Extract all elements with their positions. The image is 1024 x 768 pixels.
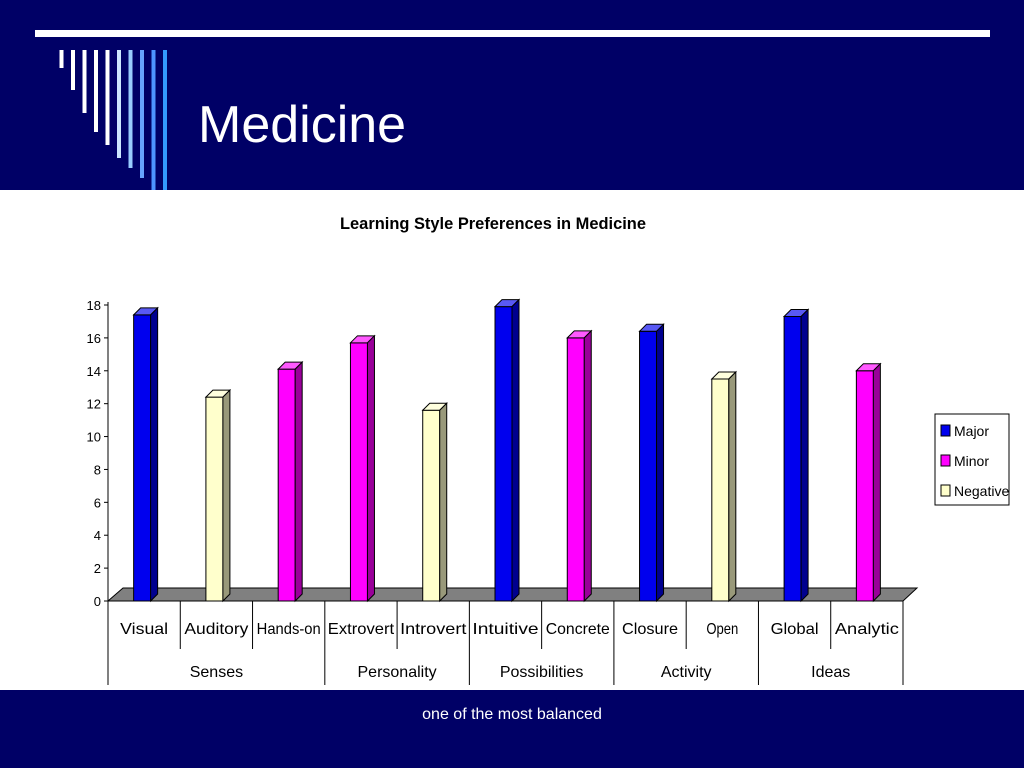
y-tick-label: 4 (94, 528, 101, 543)
legend-swatch-major (940, 424, 951, 437)
bar-front (494, 306, 513, 602)
stripe (71, 50, 75, 90)
legend-label-minor: Minor (954, 453, 989, 469)
legend-swatch-minor (940, 454, 951, 467)
bar-side (511, 298, 520, 603)
category-axis: Visual Auditory Hands-on Extrovert Introvert… (107, 601, 904, 685)
footer-note: one of the most balanced (422, 706, 602, 723)
category-label: Auditory (184, 621, 248, 638)
y-axis: 0 2 4 6 8 10 12 14 16 18 (87, 298, 109, 609)
y-tick-label: 8 (94, 462, 101, 477)
stripe (82, 50, 87, 113)
stripe (117, 50, 121, 158)
legend-label-major: Major (954, 423, 989, 439)
legend-label-negative: Negative (954, 483, 1009, 499)
stripe (105, 50, 110, 145)
bar-front (783, 316, 802, 602)
bar-major-visual (132, 306, 159, 603)
bar-negative-introvert (421, 402, 448, 603)
bar-front (711, 378, 730, 602)
bar-major-global (782, 308, 810, 603)
bar-front (566, 337, 585, 602)
legend-swatch-negative (940, 484, 951, 497)
y-tick-label: 10 (87, 430, 101, 445)
bar-side (583, 329, 592, 603)
bar-major-closure (638, 323, 665, 603)
stripe (128, 50, 133, 168)
stripes-decoration (59, 50, 167, 190)
bar-front (133, 314, 152, 602)
y-tick-label: 14 (87, 364, 101, 379)
group-label: Activity (661, 664, 712, 681)
stripe (151, 50, 156, 190)
slide-title: Medicine (198, 96, 407, 154)
bar-front (639, 330, 658, 602)
category-label: Hands-on (257, 621, 321, 638)
category-label: Analytic (835, 621, 899, 638)
y-tick-label: 6 (94, 495, 101, 510)
y-tick-label: 16 (87, 331, 101, 346)
bar-front (855, 370, 874, 602)
bar-side (439, 402, 448, 603)
bar-side (800, 308, 809, 603)
bar-side (728, 370, 737, 603)
y-tick-label: 12 (87, 397, 101, 412)
stripe (163, 50, 167, 190)
footer-band: one of the most balanced (0, 690, 1024, 768)
y-tick-label: 18 (87, 298, 101, 313)
legend: Major Minor Negative (934, 413, 1010, 506)
category-label: Introvert (400, 621, 467, 638)
bar-front (349, 342, 368, 602)
bar-side (294, 360, 303, 603)
category-label: Closure (622, 621, 678, 638)
y-tick-label: 2 (94, 561, 101, 576)
bar-minor-hands-on (276, 360, 304, 603)
bar-front (422, 409, 441, 602)
category-label: Intuitive (472, 621, 538, 638)
bars (132, 298, 882, 603)
group-label: Senses (190, 664, 243, 681)
category-label: Concrete (546, 621, 610, 638)
category-label: Open (706, 621, 738, 638)
group-label: Personality (358, 664, 437, 681)
y-tick-label: 0 (94, 594, 101, 609)
stripe (59, 50, 64, 68)
bar-chart: Learning Style Preferences in Medicine 0… (87, 214, 1010, 685)
stripe (140, 50, 144, 178)
bar-side (222, 388, 231, 603)
group-label: Ideas (811, 664, 850, 681)
bar-side (872, 362, 881, 603)
bar-side (366, 334, 375, 603)
top-rule (35, 30, 990, 37)
chart-title: Learning Style Preferences in Medicine (340, 214, 646, 233)
bar-front (277, 368, 296, 602)
category-label: Extrovert (328, 621, 395, 638)
bar-negative-open (710, 370, 738, 603)
bar-negative-auditory (204, 388, 232, 603)
category-label: Visual (120, 621, 168, 638)
bar-minor-concrete (566, 329, 593, 603)
bar-major-intuitive (493, 298, 521, 603)
bar-side (150, 306, 159, 603)
bar-minor-extrovert (349, 334, 376, 603)
stripe (94, 50, 98, 132)
group-label: Possibilities (500, 664, 584, 681)
bar-front (205, 396, 224, 602)
category-label: Global (771, 621, 819, 638)
chart-area: Learning Style Preferences in Medicine 0… (0, 190, 1024, 690)
bar-minor-analytic (855, 362, 882, 603)
title-band: Medicine (0, 0, 1024, 190)
bar-side (656, 323, 665, 603)
